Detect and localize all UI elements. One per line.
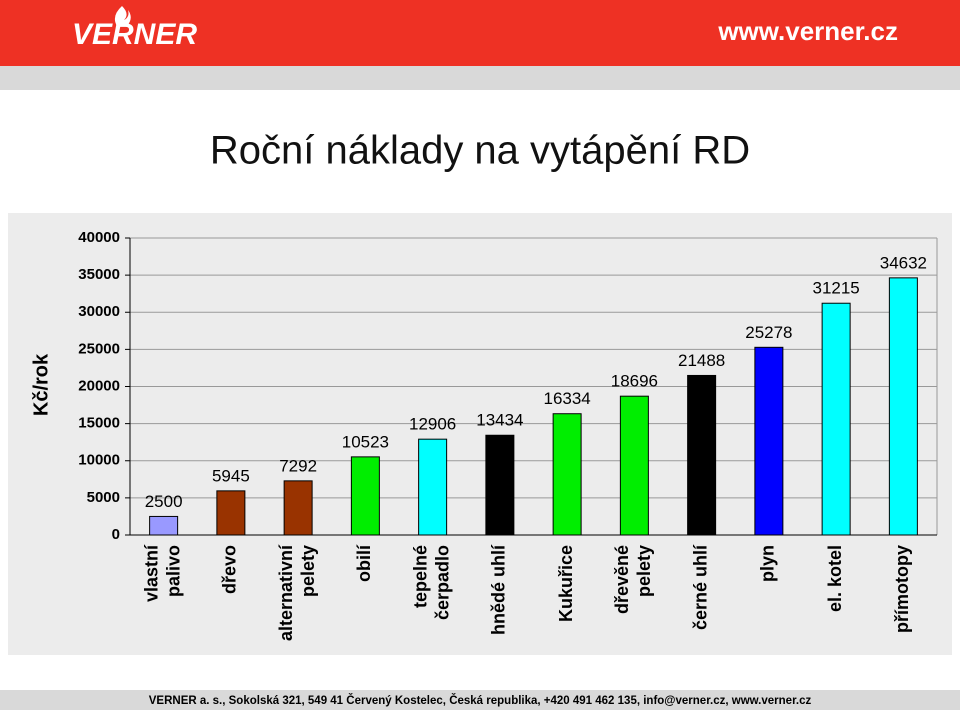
x-tick-label: dřevo (220, 545, 240, 594)
x-tick-label: el. kotel (825, 545, 845, 612)
chart-title: Roční náklady na vytápění RD (210, 129, 750, 173)
data-label: 7292 (279, 456, 317, 475)
header-url: www.verner.cz (717, 16, 898, 46)
bar (350, 456, 380, 536)
x-tick-label: černé uhlí (690, 544, 710, 630)
data-label: 21488 (678, 351, 725, 370)
footer: VERNER a. s., Sokolská 321, 549 41 Červe… (149, 694, 812, 707)
bar (821, 302, 851, 536)
x-tick-label: dřevěné (612, 545, 632, 614)
bar (283, 480, 313, 536)
y-tick-label: 35000 (78, 266, 120, 283)
bar (485, 434, 515, 536)
header-band (0, 0, 960, 66)
bar (418, 438, 448, 536)
x-tick-label: hnědé uhlí (489, 544, 509, 635)
y-tick-label: 5000 (87, 489, 120, 506)
data-label: 16334 (543, 389, 590, 408)
data-label: 5945 (212, 466, 250, 485)
bar (619, 395, 649, 536)
logo: VERNER (72, 18, 197, 51)
footer-band (0, 690, 960, 710)
y-tick-label: 40000 (78, 229, 120, 246)
x-tick-label: přímotopy (892, 545, 912, 633)
data-label: 13434 (476, 411, 523, 430)
y-tick-label: 25000 (78, 340, 120, 357)
header-strip (0, 66, 960, 90)
y-axis-label: Kč/rok (30, 353, 52, 416)
data-label: 25278 (745, 323, 792, 342)
data-label: 12906 (409, 415, 456, 434)
x-tick-label: tepelné (410, 545, 430, 608)
y-tick-label: 30000 (78, 303, 120, 320)
chart-panel (8, 213, 952, 655)
data-label: 31215 (812, 279, 859, 298)
data-label: 34632 (880, 253, 927, 272)
y-tick-label: 15000 (78, 415, 120, 432)
y-tick-label: 10000 (78, 452, 120, 469)
bar (754, 346, 784, 536)
x-tick-label: obilí (354, 544, 374, 582)
data-label: 2500 (145, 492, 183, 511)
x-tick-label: Kukuřice (556, 545, 576, 622)
bar (149, 515, 179, 536)
x-tick-label: vlastní (141, 544, 161, 602)
x-tick-label: palivo (163, 545, 183, 597)
x-tick-label: alternativní (276, 544, 296, 641)
data-label: 10523 (342, 432, 389, 451)
x-tick-label: čerpadlo (432, 545, 452, 620)
data-label: 18696 (611, 372, 658, 391)
bar (216, 490, 246, 536)
x-tick-label: pelety (298, 545, 318, 597)
bar (687, 374, 717, 536)
logo-flame (114, 6, 131, 26)
bar (888, 277, 918, 536)
y-tick-label: 20000 (78, 377, 120, 394)
bar (552, 413, 582, 536)
x-tick-label: pelety (634, 545, 654, 597)
y-tick-label: 0 (112, 526, 120, 543)
x-tick-label: plyn (758, 545, 778, 582)
